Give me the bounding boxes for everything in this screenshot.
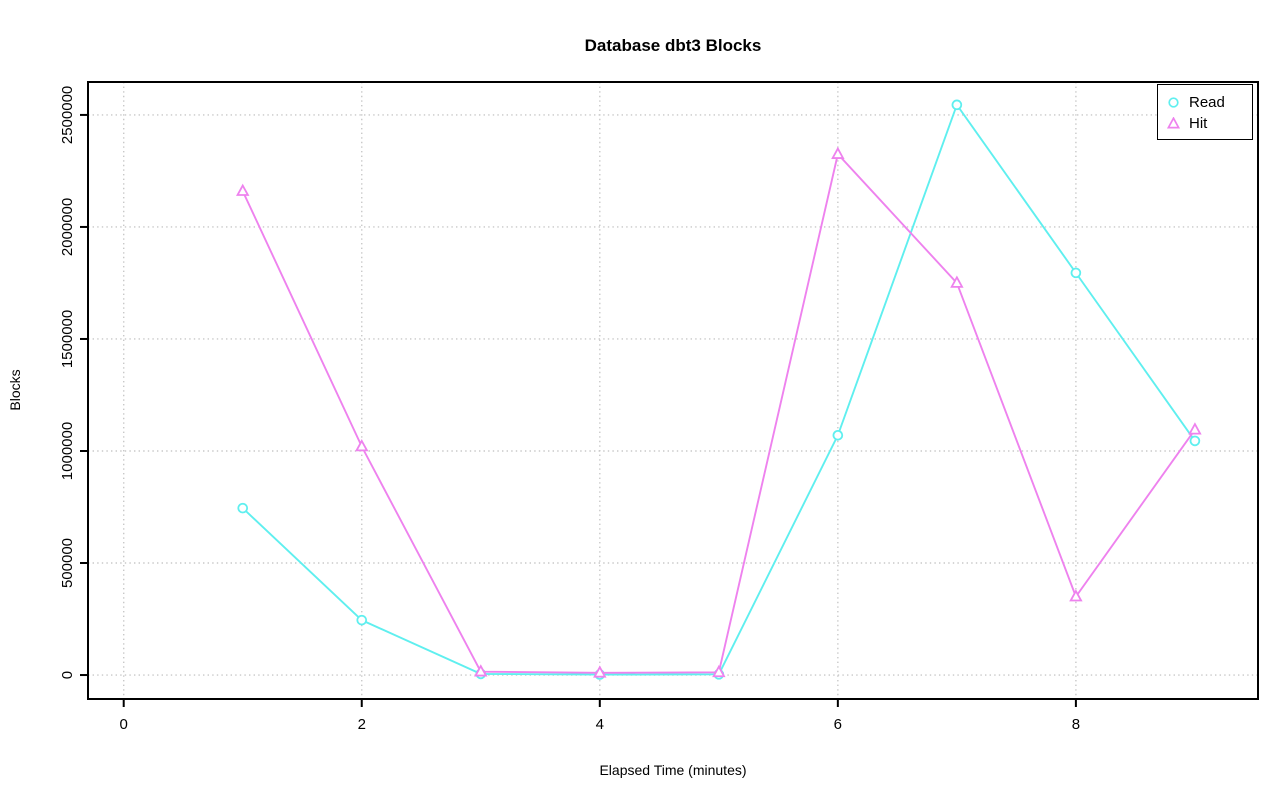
series-read bbox=[237, 99, 1201, 680]
legend-label-hit: Hit bbox=[1189, 115, 1208, 132]
x-axis: 0 2 4 6 8 bbox=[120, 699, 1080, 733]
x-tick-label: 2 bbox=[358, 716, 366, 733]
data-point bbox=[832, 430, 844, 441]
series-hit bbox=[236, 146, 1202, 678]
grid bbox=[88, 82, 1258, 699]
y-tick-label: 1000000 bbox=[59, 422, 76, 480]
y-axis-label: Blocks bbox=[7, 369, 23, 411]
read-marker-icon bbox=[1168, 97, 1179, 108]
x-tick-label: 6 bbox=[834, 716, 842, 733]
legend-item-hit: Hit bbox=[1158, 113, 1252, 134]
data-point bbox=[236, 183, 250, 196]
data-point bbox=[951, 99, 963, 111]
data-point bbox=[355, 439, 369, 452]
plot-box bbox=[87, 81, 1259, 700]
data-point bbox=[831, 146, 845, 159]
y-tick-label: 0 bbox=[59, 671, 76, 679]
x-axis-label: Elapsed Time (minutes) bbox=[599, 762, 747, 778]
legend: Read Hit bbox=[1157, 84, 1253, 140]
data-point bbox=[1188, 422, 1202, 435]
data-point bbox=[593, 665, 607, 678]
y-tick-label: 1500000 bbox=[59, 310, 76, 368]
y-tick-label: 500000 bbox=[59, 538, 76, 588]
x-tick-label: 8 bbox=[1072, 716, 1080, 733]
data-point bbox=[1189, 435, 1201, 447]
chart-title: Database dbt3 Blocks bbox=[584, 36, 762, 55]
x-tick-label: 0 bbox=[120, 716, 128, 733]
data-point bbox=[237, 502, 249, 514]
y-tick-label: 2500000 bbox=[59, 86, 76, 144]
y-tick-label: 2000000 bbox=[59, 198, 76, 256]
data-point bbox=[1070, 267, 1082, 279]
legend-label-read: Read bbox=[1189, 94, 1225, 111]
data-point bbox=[712, 664, 726, 678]
x-tick-label: 4 bbox=[596, 716, 604, 733]
data-point bbox=[356, 614, 368, 626]
data-point bbox=[950, 275, 964, 288]
y-axis: 0 500000 1000000 1500000 2000000 2500000 bbox=[59, 86, 88, 679]
legend-item-read: Read bbox=[1158, 92, 1252, 113]
data-point bbox=[1069, 589, 1083, 602]
data-point bbox=[474, 664, 488, 677]
hit-marker-icon bbox=[1167, 117, 1180, 129]
